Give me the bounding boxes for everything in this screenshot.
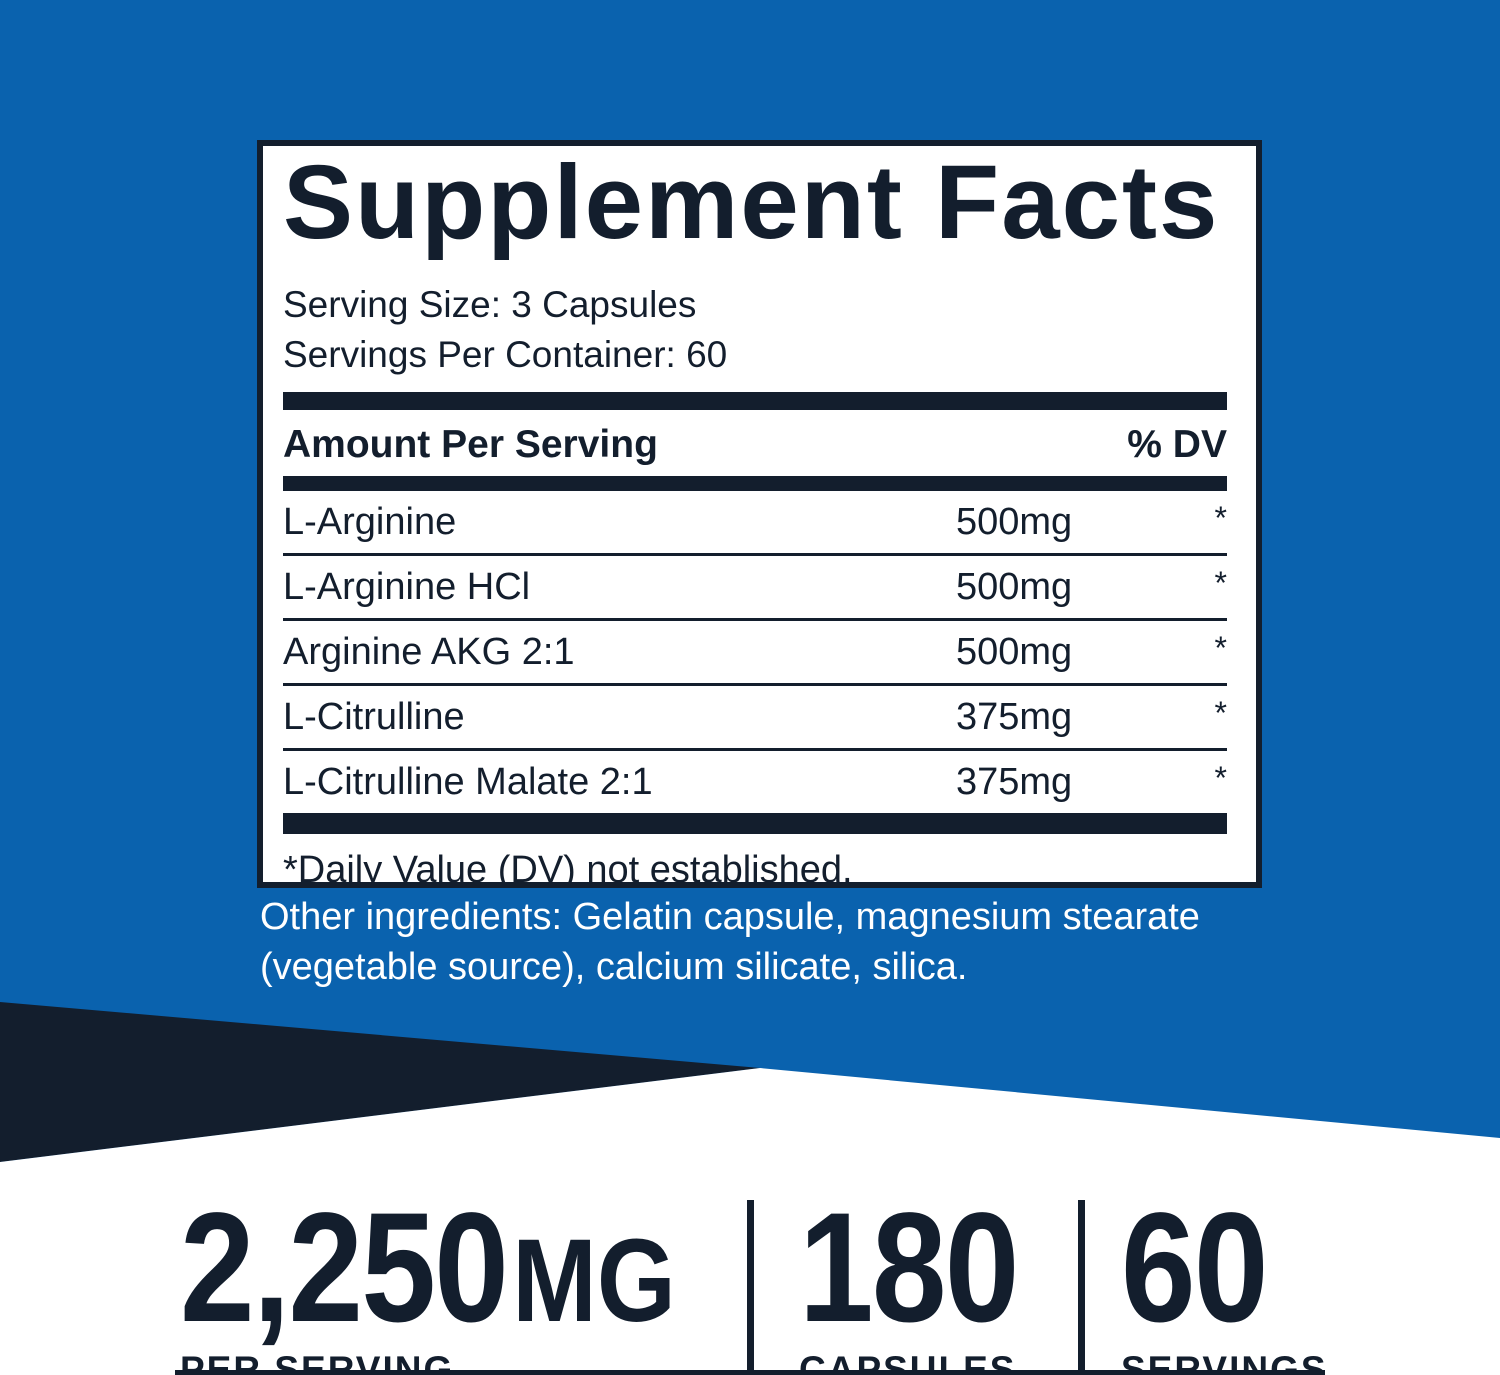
servings-per-container: Servings Per Container: 60 [283,334,728,376]
dv-footnote: *Daily Value (DV) not established. [283,849,853,888]
ingredient-amount: 500mg [956,500,1073,543]
stat-unit: MG [512,1215,676,1347]
divider-bar-top [283,392,1227,411]
supplement-facts-panel: Supplement Facts Serving Size: 3 Capsule… [257,140,1262,888]
stat-divider [747,1200,754,1375]
ingredient-amount: 375mg [956,760,1073,803]
serving-info: Serving Size: 3 Capsules Servings Per Co… [283,280,1227,380]
ingredient-amount: 500mg [956,565,1073,608]
ingredient-dv: * [1214,500,1227,537]
other-ingredients-line-2: (vegetable source), calcium silicate, si… [260,946,968,988]
table-header: Amount Per Serving % DV [283,410,1227,476]
navy-diagonal-wedge [0,1002,760,1162]
ingredient-name: Arginine AKG 2:1 [283,630,575,673]
ingredient-name: L-Arginine [283,500,457,543]
table-row: L-Citrulline Malate 2:1 375mg * [283,751,1227,813]
percent-dv-header: % DV [1127,423,1227,467]
panel-title: Supplement Facts [283,144,1220,261]
ingredient-name: L-Citrulline [283,695,465,738]
ingredient-dv: * [1214,565,1227,602]
stat-per-serving: 2,250 MG PER SERVING [180,1190,756,1375]
ingredient-amount: 500mg [956,630,1073,673]
other-ingredients-line-1: Other ingredients: Gelatin capsule, magn… [260,896,1200,938]
bottom-rule [175,1370,1325,1375]
serving-size: Serving Size: 3 Capsules [283,284,697,326]
stat-servings: 60 SERVINGS [1121,1190,1328,1375]
stat-capsules: 180 CAPSULES [799,1190,1059,1375]
divider-bar-header [283,476,1227,492]
ingredient-name: L-Citrulline Malate 2:1 [283,760,653,803]
stat-capsules-number: 180 [799,1190,1023,1346]
amount-per-serving-header: Amount Per Serving [283,423,658,467]
table-row: L-Arginine 500mg * [283,491,1227,557]
stat-divider [1078,1200,1085,1375]
other-ingredients: Other ingredients: Gelatin capsule, magn… [260,892,1270,992]
ingredient-name: L-Arginine HCl [283,565,531,608]
stat-per-serving-number: 2,250 MG [180,1190,676,1346]
stat-servings-number: 60 [1121,1190,1299,1346]
ingredient-dv: * [1214,630,1227,667]
ingredient-dv: * [1214,760,1227,797]
divider-bar-bottom [283,813,1227,835]
table-row: L-Citrulline 375mg * [283,686,1227,752]
ingredient-dv: * [1214,695,1227,732]
stat-value: 60 [1121,1181,1269,1355]
ingredient-amount: 375mg [956,695,1073,738]
stat-value: 2,250 [180,1181,509,1355]
table-row: Arginine AKG 2:1 500mg * [283,621,1227,687]
stat-value: 180 [799,1181,1019,1355]
table-row: L-Arginine HCl 500mg * [283,556,1227,622]
